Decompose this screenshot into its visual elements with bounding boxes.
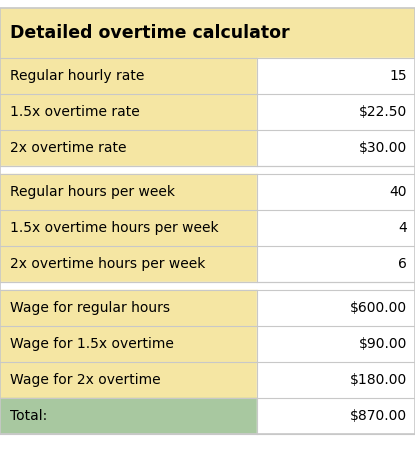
Text: $600.00: $600.00 [350, 301, 407, 315]
Bar [0, 290, 257, 326]
Text: 1.5x overtime hours per week: 1.5x overtime hours per week [10, 221, 219, 235]
Text: Regular hourly rate: Regular hourly rate [10, 69, 144, 83]
Text: $870.00: $870.00 [350, 409, 407, 423]
Bar [0, 210, 257, 246]
Bar [257, 130, 415, 166]
Text: Regular hours per week: Regular hours per week [10, 185, 175, 199]
Bar [0, 362, 257, 398]
Text: 1.5x overtime rate: 1.5x overtime rate [10, 105, 140, 119]
Bar [0, 166, 415, 174]
Bar [0, 246, 257, 282]
Bar [0, 398, 257, 434]
Text: 15: 15 [389, 69, 407, 83]
Bar [0, 174, 257, 210]
Bar [257, 326, 415, 362]
Bar [257, 174, 415, 210]
Text: 2x overtime rate: 2x overtime rate [10, 141, 127, 155]
Bar [0, 326, 257, 362]
Text: Wage for 1.5x overtime: Wage for 1.5x overtime [10, 337, 174, 351]
Text: $180.00: $180.00 [350, 373, 407, 387]
Bar [0, 434, 415, 459]
Text: $22.50: $22.50 [359, 105, 407, 119]
Text: Total:: Total: [10, 409, 47, 423]
Text: Wage for 2x overtime: Wage for 2x overtime [10, 373, 161, 387]
Text: 6: 6 [398, 257, 407, 271]
Text: 40: 40 [390, 185, 407, 199]
Bar [0, 0, 415, 8]
Bar [257, 290, 415, 326]
Text: 4: 4 [398, 221, 407, 235]
Bar [257, 362, 415, 398]
Bar [257, 246, 415, 282]
Bar [0, 94, 257, 130]
Bar [257, 210, 415, 246]
Bar [0, 8, 415, 58]
Bar [257, 58, 415, 94]
Bar [0, 58, 257, 94]
Bar [257, 398, 415, 434]
Bar [0, 282, 415, 290]
Bar [0, 130, 257, 166]
Text: Wage for regular hours: Wage for regular hours [10, 301, 170, 315]
Text: $90.00: $90.00 [359, 337, 407, 351]
Text: 2x overtime hours per week: 2x overtime hours per week [10, 257, 205, 271]
Bar [257, 94, 415, 130]
Text: $30.00: $30.00 [359, 141, 407, 155]
Text: Detailed overtime calculator: Detailed overtime calculator [10, 24, 290, 42]
